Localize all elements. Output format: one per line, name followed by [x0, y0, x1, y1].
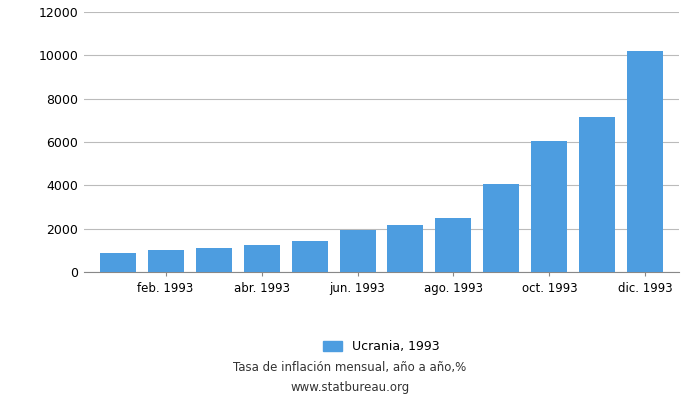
Bar [244, 245, 279, 272]
Bar [148, 250, 183, 272]
Bar [388, 226, 423, 272]
Bar [195, 248, 232, 272]
Bar [291, 240, 328, 272]
Bar [484, 184, 519, 272]
Text: Tasa de inflación mensual, año a año,%: Tasa de inflación mensual, año a año,% [233, 362, 467, 374]
Bar [531, 141, 568, 272]
Legend: Ucrania, 1993: Ucrania, 1993 [318, 336, 444, 358]
Bar [435, 218, 472, 272]
Bar [580, 117, 615, 272]
Bar [627, 51, 664, 272]
Bar [340, 230, 375, 272]
Text: www.statbureau.org: www.statbureau.org [290, 382, 410, 394]
Bar [99, 252, 136, 272]
